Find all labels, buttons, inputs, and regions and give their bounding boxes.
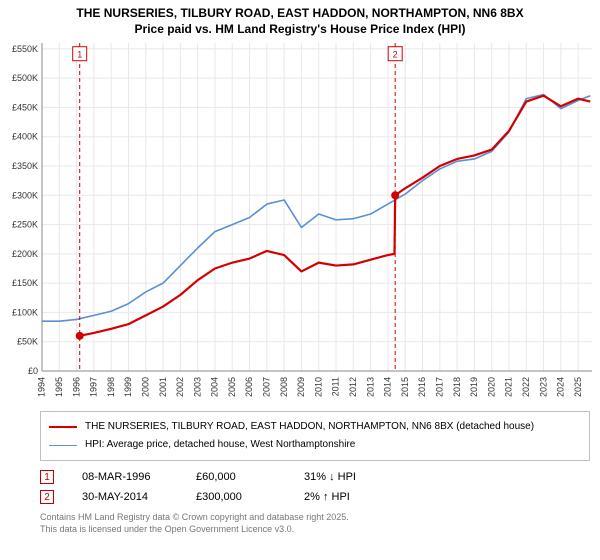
info-row-0: 1 08-MAR-1996 £60,000 31% ↓ HPI — [40, 467, 600, 487]
svg-text:£450K: £450K — [12, 103, 38, 113]
svg-text:2: 2 — [393, 50, 398, 60]
info-badge-1: 2 — [40, 490, 54, 504]
svg-text:£500K: £500K — [12, 73, 38, 83]
info-rows: 1 08-MAR-1996 £60,000 31% ↓ HPI 2 30-MAY… — [40, 467, 600, 507]
svg-text:2002: 2002 — [175, 377, 185, 397]
svg-text:2025: 2025 — [573, 377, 583, 397]
svg-text:2003: 2003 — [192, 377, 202, 397]
info-price-0: £60,000 — [196, 471, 276, 483]
title-block: THE NURSERIES, TILBURY ROAD, EAST HADDON… — [0, 0, 600, 37]
svg-text:2000: 2000 — [140, 377, 150, 397]
svg-text:2016: 2016 — [417, 377, 427, 397]
svg-text:£550K: £550K — [12, 44, 38, 54]
svg-text:2001: 2001 — [158, 377, 168, 397]
title-line-1: THE NURSERIES, TILBURY ROAD, EAST HADDON… — [8, 6, 592, 22]
legend-row-1: HPI: Average price, detached house, West… — [49, 436, 581, 454]
svg-text:2010: 2010 — [313, 377, 323, 397]
attribution-line-2: This data is licensed under the Open Gov… — [40, 523, 600, 535]
svg-text:2008: 2008 — [279, 377, 289, 397]
svg-text:1996: 1996 — [71, 377, 81, 397]
svg-text:2017: 2017 — [434, 377, 444, 397]
svg-text:1999: 1999 — [123, 377, 133, 397]
svg-text:£100K: £100K — [12, 308, 38, 318]
svg-text:1995: 1995 — [54, 377, 64, 397]
svg-text:2005: 2005 — [227, 377, 237, 397]
attribution-line-1: Contains HM Land Registry data © Crown c… — [40, 511, 600, 523]
svg-text:2024: 2024 — [556, 377, 566, 397]
svg-text:£400K: £400K — [12, 132, 38, 142]
svg-text:£150K: £150K — [12, 278, 38, 288]
svg-text:£0: £0 — [28, 366, 38, 376]
svg-text:2014: 2014 — [383, 377, 393, 397]
svg-text:2011: 2011 — [331, 377, 341, 396]
svg-text:1997: 1997 — [89, 377, 99, 397]
legend-text-0: THE NURSERIES, TILBURY ROAD, EAST HADDON… — [85, 418, 534, 436]
svg-text:£200K: £200K — [12, 249, 38, 259]
svg-text:2020: 2020 — [486, 377, 496, 397]
chart-area: £0 £50K £100K £150K £200K £250K £300K £350K £400… — [0, 37, 600, 407]
chart-svg: £0 £50K £100K £150K £200K £250K £300K £350K £400… — [0, 37, 600, 407]
svg-text:2018: 2018 — [452, 377, 462, 397]
figure-root: THE NURSERIES, TILBURY ROAD, EAST HADDON… — [0, 0, 600, 560]
title-line-2: Price paid vs. HM Land Registry's House … — [8, 22, 592, 38]
svg-text:1998: 1998 — [106, 377, 116, 397]
legend-box: THE NURSERIES, TILBURY ROAD, EAST HADDON… — [40, 411, 590, 461]
attribution: Contains HM Land Registry data © Crown c… — [40, 511, 600, 535]
info-price-1: £300,000 — [196, 491, 276, 503]
legend-row-0: THE NURSERIES, TILBURY ROAD, EAST HADDON… — [49, 418, 581, 436]
svg-text:2015: 2015 — [400, 377, 410, 397]
svg-text:£350K: £350K — [12, 161, 38, 171]
legend-text-1: HPI: Average price, detached house, West… — [85, 436, 355, 454]
info-row-1: 2 30-MAY-2014 £300,000 2% ↑ HPI — [40, 487, 600, 507]
svg-text:2004: 2004 — [210, 377, 220, 397]
svg-text:2023: 2023 — [538, 377, 548, 397]
info-date-0: 08-MAR-1996 — [82, 471, 168, 483]
svg-text:2009: 2009 — [296, 377, 306, 397]
svg-text:2022: 2022 — [521, 377, 531, 397]
svg-text:£250K: £250K — [12, 220, 38, 230]
svg-text:2013: 2013 — [365, 377, 375, 397]
svg-text:2012: 2012 — [348, 377, 358, 397]
svg-text:1994: 1994 — [37, 377, 47, 397]
info-badge-0: 1 — [40, 470, 54, 484]
svg-text:£300K: £300K — [12, 190, 38, 200]
svg-text:2007: 2007 — [262, 377, 272, 397]
svg-text:2006: 2006 — [244, 377, 254, 397]
info-delta-1: 2% ↑ HPI — [304, 491, 350, 503]
info-delta-0: 31% ↓ HPI — [304, 471, 356, 483]
svg-text:1: 1 — [77, 50, 82, 60]
info-date-1: 30-MAY-2014 — [82, 491, 168, 503]
svg-text:£50K: £50K — [17, 337, 38, 347]
legend-swatch-1 — [49, 445, 77, 446]
svg-text:2021: 2021 — [504, 377, 514, 397]
legend-swatch-0 — [49, 426, 77, 428]
svg-text:2019: 2019 — [469, 377, 479, 397]
